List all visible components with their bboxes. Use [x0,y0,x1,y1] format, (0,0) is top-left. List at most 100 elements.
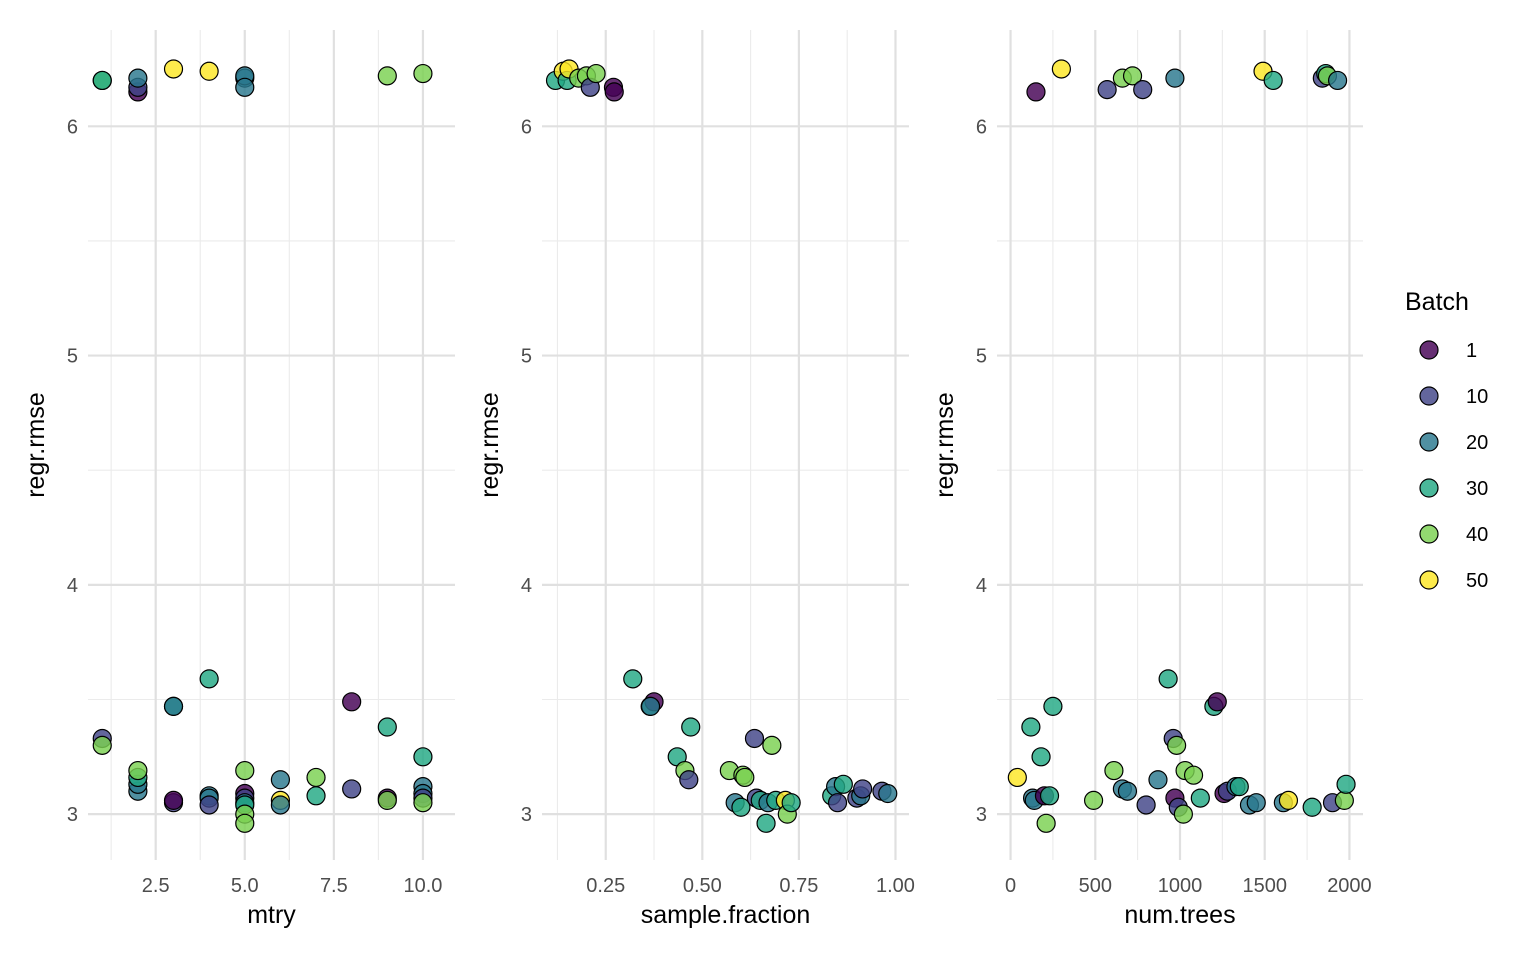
data-point [1051,59,1071,79]
data-point [199,669,219,689]
panel-sample-fraction: 3 4 5 6 0.25 0.50 0.75 1.00 sample.fraction regr.… [476,30,915,929]
data-point [681,717,701,737]
data-point [199,61,219,81]
data-point [1302,797,1322,817]
legend-swatch [1419,340,1439,360]
data-point [377,717,397,737]
data-point [306,767,326,788]
data-point [1165,68,1185,88]
data-point [827,793,848,813]
y-tick-label: 5 [67,346,78,368]
data-point [640,696,661,716]
panel-mtry: 3 4 5 6 2.5 5.0 7.5 10.0 mtry regr.rmse [22,30,455,929]
data-point [235,77,255,97]
data-point [586,63,606,84]
data-point [235,760,255,781]
legend-swatch [1419,386,1439,406]
legend-swatch [1419,570,1439,590]
data-point [878,783,898,804]
data-point [1097,80,1117,100]
data-point [1039,786,1060,806]
data-point [1167,735,1187,755]
data-point [92,70,112,91]
data-point [756,813,776,833]
data-point [1190,788,1210,808]
data-point [342,779,362,799]
legend-label: 30 [1466,478,1488,500]
data-point [623,669,643,689]
legend-title: Batch [1405,288,1469,316]
y-tick-label: 3 [67,804,78,826]
data-point [377,66,397,86]
y-tick-label: 4 [976,575,987,597]
data-point [413,793,433,813]
data-point [1183,765,1204,785]
x-tick-label: 2.5 [142,875,170,897]
legend-label: 1 [1466,340,1477,362]
y-tick-label: 6 [521,116,532,138]
x-tick-label: 0 [1005,875,1016,897]
y-tick-label: 4 [521,575,532,597]
data-point [731,797,751,817]
data-point [762,735,782,755]
data-point [1133,80,1153,100]
data-point [1136,795,1156,815]
panels: 3 4 5 6 2.5 5.0 7.5 10.0 mtry regr.rmse 3 4 5 6 0.25 0.… [22,30,1372,929]
data-point [128,68,148,88]
x-tick-label: 1500 [1242,875,1287,897]
data-point [833,774,853,794]
data-point [1263,70,1283,91]
y-tick-label: 6 [976,116,987,138]
data-point [163,696,184,716]
data-point [1104,760,1124,781]
legend-label: 20 [1466,432,1488,454]
data-point [413,63,433,84]
data-point [1117,781,1138,801]
data-point [270,770,291,790]
data-point [853,779,873,799]
y-tick-label: 5 [521,346,532,368]
x-tick-label: 10.0 [403,875,442,897]
data-point [1334,790,1354,810]
data-point [413,747,433,767]
data-point [679,770,699,790]
legend-swatch [1419,478,1439,498]
data-point [270,795,291,815]
legend-entries: 1 10 20 30 40 50 [1419,340,1488,592]
x-tick-label: 1000 [1158,875,1203,897]
x-axis-title: mtry [247,901,296,929]
data-point [604,82,624,102]
legend: Batch 1 10 20 30 40 50 [1405,288,1488,592]
data-point [1229,777,1249,797]
data-point [1336,774,1356,794]
data-point [1036,813,1056,833]
data-point [306,786,326,806]
data-point [735,767,755,788]
y-axis-title: regr.rmse [476,392,504,498]
data-point [1122,66,1143,86]
legend-label: 40 [1466,524,1488,546]
legend-label: 10 [1466,386,1488,408]
x-tick-label: 0.50 [683,875,722,897]
x-tick-label: 500 [1079,875,1112,897]
data-point [1007,767,1027,788]
data-point [1246,793,1266,813]
x-tick-label: 1.00 [876,875,915,897]
y-tick-label: 6 [67,116,78,138]
data-point [781,793,801,813]
x-tick-label: 0.75 [779,875,818,897]
y-tick-label: 3 [976,804,987,826]
data-point [1207,692,1227,712]
x-tick-label: 0.25 [586,875,625,897]
y-tick-label: 5 [976,346,987,368]
y-axis-title: regr.rmse [22,392,50,498]
data-point [128,760,148,781]
data-point [1083,790,1104,810]
x-tick-label: 7.5 [320,875,348,897]
data-point [1158,669,1178,689]
x-tick-label: 2000 [1327,875,1372,897]
data-point [1021,717,1041,737]
data-point [163,790,184,810]
data-point [744,728,765,749]
